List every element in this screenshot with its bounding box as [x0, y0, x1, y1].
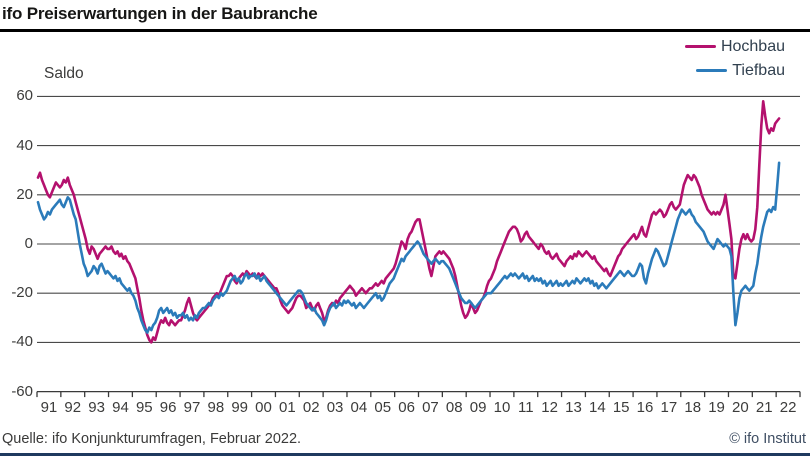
x-tick-label: 04: [350, 399, 368, 416]
y-tick-label: -40: [11, 333, 33, 351]
y-tick-label: -60: [11, 382, 33, 400]
x-tick-label: 02: [302, 399, 320, 416]
y-tick-label: 40: [16, 136, 33, 154]
bottom-accent-bar: [0, 453, 810, 456]
x-tick-label: 96: [159, 399, 177, 416]
x-tick-label: 08: [445, 399, 463, 416]
x-tick-label: 09: [469, 399, 487, 416]
x-tick-label: 95: [135, 399, 153, 416]
legend-item-tiefbau: Tiefbau: [696, 61, 785, 80]
x-tick-label: 20: [732, 399, 749, 416]
y-tick-label: 60: [16, 87, 33, 105]
x-tick-label: 99: [231, 399, 249, 416]
y-tick-label: 20: [16, 185, 33, 203]
legend-item-hochbau: Hochbau: [684, 37, 785, 56]
x-tick-label: 11: [518, 399, 534, 416]
x-tick-label: 19: [708, 399, 725, 416]
x-tick-label: 15: [612, 399, 630, 416]
x-tick-label: 21: [755, 399, 773, 416]
x-tick-label: 03: [326, 399, 344, 416]
x-tick-label: 06: [398, 399, 415, 416]
x-tick-label: 07: [422, 399, 439, 416]
source-note: Quelle: ifo Konjunkturumfragen, Februar …: [2, 431, 302, 447]
x-tick-label: 12: [541, 399, 558, 416]
x-tick-label: 18: [684, 399, 702, 416]
x-tick-label: 01: [279, 399, 296, 416]
legend: Hochbau Tiefbau: [684, 37, 785, 80]
hochbau-line-swatch-icon: [684, 44, 716, 49]
copyright-note: © ifo Institut: [729, 431, 806, 447]
x-tick-label: 94: [112, 399, 129, 416]
x-tick-label: 16: [636, 399, 654, 416]
tiefbau-line-swatch-icon: [696, 68, 728, 73]
legend-label-tiefbau: Tiefbau: [732, 62, 785, 79]
x-tick-label: 05: [374, 399, 392, 416]
legend-label-hochbau: Hochbau: [720, 38, 785, 55]
x-tick-label: 22: [779, 399, 797, 416]
x-tick-label: 98: [207, 399, 225, 416]
x-tick-label: 92: [64, 399, 82, 416]
y-axis-unit-label: Saldo: [44, 65, 84, 82]
chart-title: ifo Preiserwartungen in der Baubranche: [2, 4, 318, 23]
series-line-tiefbau: [36, 161, 781, 334]
x-tick-label: 13: [565, 399, 582, 416]
x-tick-label: 97: [183, 399, 201, 416]
title-divider: [0, 29, 810, 32]
x-tick-label: 93: [88, 399, 105, 416]
y-tick-label: -20: [11, 284, 33, 302]
x-tick-label: 00: [255, 399, 272, 416]
y-tick-label: 0: [24, 235, 33, 252]
x-tick-label: 17: [660, 399, 678, 416]
x-tick-label: 91: [40, 399, 58, 416]
x-tick-label: 14: [588, 399, 606, 416]
x-tick-label: 10: [493, 399, 511, 416]
series-line-hochbau: [36, 100, 781, 344]
